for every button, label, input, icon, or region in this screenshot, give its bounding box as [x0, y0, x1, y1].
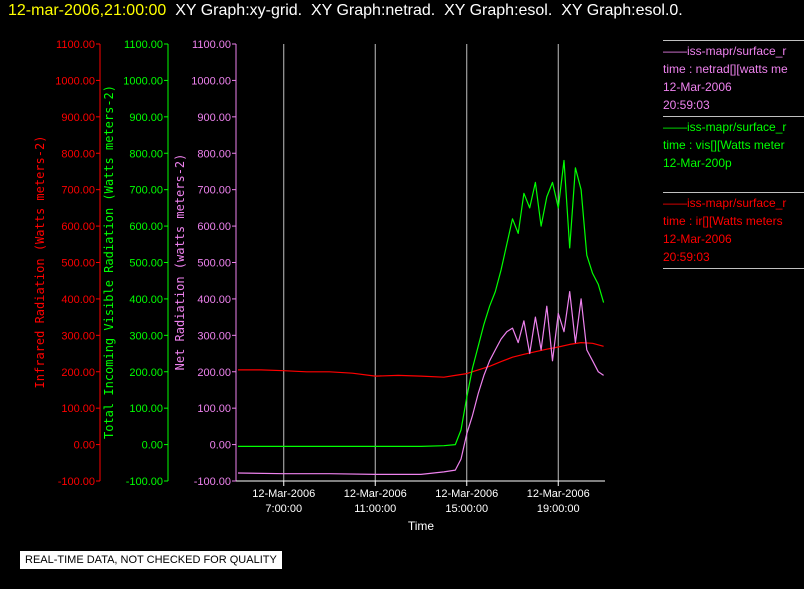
y-axis-1-tick-label-4: 300.00	[129, 330, 163, 342]
y-axis-1-tick-label-3: 200.00	[129, 367, 163, 379]
x-tick-date-0: 12-Mar-2006	[252, 488, 315, 500]
y-axis-2-tick-label-11: 1000.00	[191, 75, 231, 87]
y-axis-1-tick-label-6: 500.00	[129, 258, 163, 270]
y-axis-2-tick-label-1: 0.00	[210, 440, 231, 452]
x-tick-date-3: 12-Mar-2006	[527, 488, 590, 500]
legend-entry-2-line-1: time : ir[][Watts meters	[663, 214, 783, 228]
legend-entry-1-line-1: time : vis[][Watts meter	[663, 138, 785, 152]
y-axis-2-tick-label-12: 1100.00	[192, 39, 231, 51]
x-axis-label: Time	[408, 519, 435, 533]
y-axis-2-tick-label-9: 800.00	[197, 148, 231, 160]
legend-separator	[663, 192, 804, 193]
y-axis-2-tick-label-3: 200.00	[197, 367, 231, 379]
x-tick-date-1: 12-Mar-2006	[344, 488, 407, 500]
graph-title: 12-mar-2006,21:00:00 XY Graph:xy-grid. X…	[8, 2, 683, 20]
legend-entry-2-line-0: ——iss-mapr/surface_r	[663, 196, 787, 210]
y-axis-0-tick-label-7: 600.00	[61, 221, 95, 233]
x-tick-time-2: 15:00:00	[445, 503, 488, 515]
y-axis-2-tick-label-0: -100.00	[194, 476, 231, 488]
legend-separator	[663, 268, 804, 269]
series-vis-line	[238, 159, 605, 447]
y-axis-0-tick-label-0: -100.00	[58, 476, 95, 488]
y-axis-1-tick-label-9: 800.00	[129, 148, 163, 160]
legend-separator	[663, 116, 804, 117]
y-axis-0-tick-label-10: 900.00	[61, 112, 95, 124]
y-axis-2-tick-label-2: 100.00	[197, 403, 231, 415]
y-axis-2-tick-label-4: 300.00	[197, 330, 231, 342]
y-axis-2-tick-label-7: 600.00	[197, 221, 231, 233]
y-axis-0-tick-label-8: 700.00	[61, 185, 95, 197]
y-axis-1-tick-label-5: 400.00	[129, 294, 163, 306]
legend-entry-2-line-2: 12-Mar-2006	[663, 232, 732, 246]
y-axis-0-tick-label-12: 1100.00	[56, 39, 95, 51]
y-axis-1-tick-label-10: 900.00	[129, 112, 163, 124]
y-axis-0-tick-label-2: 100.00	[61, 403, 95, 415]
legend-entry-2-line-3: 20:59:03	[663, 250, 710, 264]
y-axis-2-tick-label-10: 900.00	[197, 112, 231, 124]
legend-entry-0-line-2: 12-Mar-2006	[663, 80, 732, 94]
y-axis-0-tick-label-5: 400.00	[61, 294, 95, 306]
y-axis-0-tick-label-6: 500.00	[61, 258, 95, 270]
y-axis-label-0: Infrared Radiation (Watts meters-2)	[33, 136, 47, 389]
y-axis-0-tick-label-1: 0.00	[74, 440, 95, 452]
legend-entry-1-line-2: 12-Mar-200p	[663, 156, 732, 170]
y-axis-1-tick-label-11: 1000.00	[123, 75, 163, 87]
legend-entry-0-line-3: 20:59:03	[663, 98, 710, 112]
y-axis-2-tick-label-5: 400.00	[197, 294, 231, 306]
y-axis-1-tick-label-2: 100.00	[129, 403, 163, 415]
x-tick-time-0: 7:00:00	[265, 503, 302, 515]
x-tick-time-1: 11:00:00	[354, 503, 396, 515]
x-tick-time-3: 19:00:00	[537, 503, 580, 515]
title-timestamp: 12-mar-2006,21:00:00	[8, 2, 167, 19]
legend-entry-0-line-0: ——iss-mapr/surface_r	[663, 44, 787, 58]
y-axis-1-tick-label-7: 600.00	[129, 221, 163, 233]
y-axis-label-2: Net Radiation (watts meters-2)	[173, 154, 187, 371]
y-axis-1-tick-label-12: 1100.00	[124, 39, 163, 51]
y-axis-0-tick-label-4: 300.00	[61, 330, 95, 342]
legend-entry-1-line-0: ——iss-mapr/surface_r	[663, 120, 787, 134]
x-tick-date-2: 12-Mar-2006	[435, 488, 498, 500]
series-netrad-line	[237, 291, 604, 475]
quality-disclaimer: REAL-TIME DATA, NOT CHECKED FOR QUALITY	[20, 551, 282, 569]
y-axis-label-1: Total Incoming Visible Radiation (Watts …	[102, 85, 116, 439]
legend-entry-0-line-1: time : netrad[][watts me	[663, 62, 788, 76]
y-axis-1-tick-label-1: 0.00	[142, 440, 163, 452]
y-axis-0-tick-label-9: 800.00	[61, 148, 95, 160]
y-axis-2-tick-label-8: 700.00	[197, 185, 231, 197]
title-graph-list: XY Graph:xy-grid. XY Graph:netrad. XY Gr…	[175, 2, 683, 19]
y-axis-0-tick-label-3: 200.00	[61, 367, 95, 379]
y-axis-1-tick-label-0: -100.00	[126, 476, 163, 488]
y-axis-2-tick-label-6: 500.00	[197, 258, 231, 270]
y-axis-1-tick-label-8: 700.00	[129, 185, 163, 197]
legend-separator	[663, 40, 804, 41]
y-axis-0-tick-label-11: 1000.00	[55, 75, 95, 87]
series-ir-line	[238, 342, 604, 378]
